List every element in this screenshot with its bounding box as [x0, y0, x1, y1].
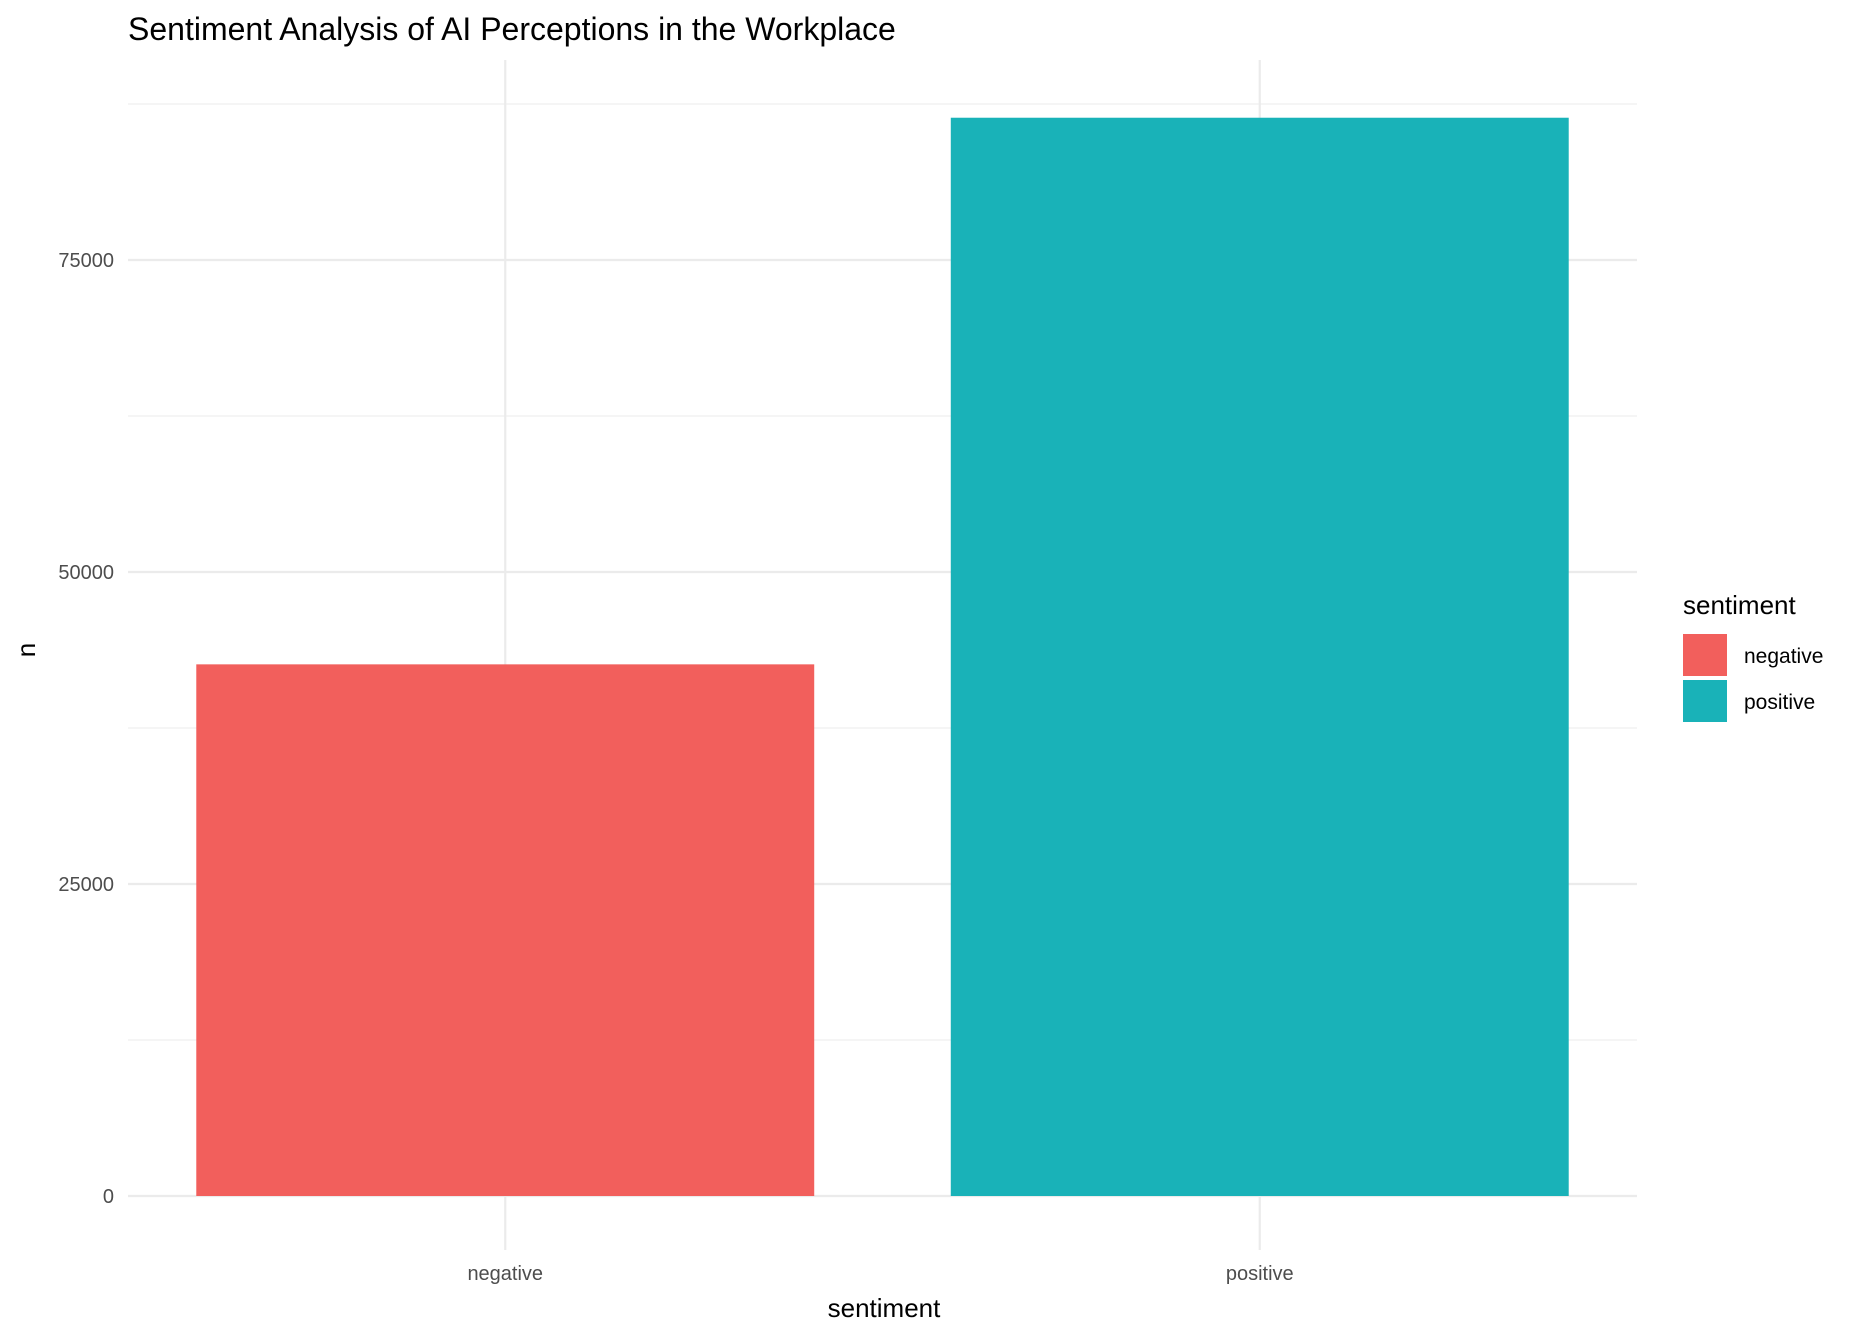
legend-label: positive	[1744, 691, 1815, 714]
legend-key-swatch	[1683, 680, 1727, 722]
legend-key-swatch	[1683, 634, 1727, 676]
x-tick-label: negative	[467, 1263, 543, 1285]
chart-title: Sentiment Analysis of AI Perceptions in …	[128, 11, 896, 47]
x-axis-tick-labels: negative positive	[467, 1263, 1293, 1285]
bar-negative	[196, 664, 815, 1196]
x-tick-label: positive	[1226, 1263, 1294, 1285]
y-tick-label: 0	[103, 1186, 114, 1208]
legend-entry-positive: positive	[1683, 680, 1815, 722]
bars	[196, 117, 1569, 1196]
legend-entries: negative positive	[1683, 634, 1823, 722]
legend-title: sentiment	[1683, 590, 1796, 620]
x-axis-title: sentiment	[828, 1293, 941, 1323]
legend: sentiment negative positive	[1683, 590, 1823, 722]
y-tick-label: 25000	[58, 874, 114, 896]
y-axis-title: n	[11, 643, 41, 657]
y-tick-label: 50000	[58, 562, 114, 584]
y-axis-tick-labels: 0 25000 50000 75000	[58, 250, 114, 1208]
legend-entry-negative: negative	[1683, 634, 1823, 676]
bar-positive	[950, 117, 1569, 1196]
legend-label: negative	[1744, 645, 1823, 668]
y-tick-label: 75000	[58, 250, 114, 272]
